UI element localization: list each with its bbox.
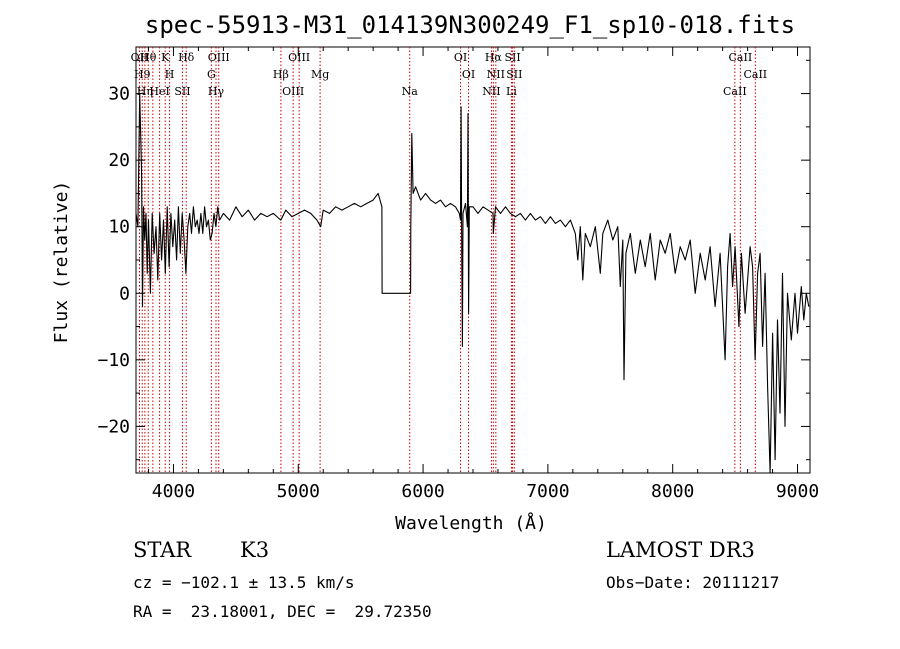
plot-frame: [135, 46, 811, 474]
line-marker-label: Hβ: [273, 68, 289, 81]
line-marker-label: SII: [174, 85, 190, 98]
line-marker-label: Hη: [137, 85, 153, 98]
chart-title: spec-55913-M31_014139N300249_F1_sp10-018…: [145, 11, 795, 39]
line-marker-label: H9: [134, 68, 151, 81]
line-marker-label: Hγ: [208, 85, 225, 98]
y-tick-label: −20: [97, 416, 130, 437]
x-tick-label: 5000: [277, 481, 320, 502]
obs-date: Obs−Date: 20111217: [606, 573, 780, 592]
line-marker-label: OIII: [282, 85, 304, 98]
x-tick-label: 6000: [401, 481, 444, 502]
line-marker-label: Hδ: [178, 51, 195, 64]
line-marker-label: SII: [506, 68, 522, 81]
y-tick-label: 10: [108, 217, 130, 238]
y-tick-label: 30: [108, 84, 130, 105]
line-marker-label: Mg: [311, 68, 329, 81]
line-marker-label: G: [207, 68, 216, 81]
line-marker-label: CaII: [723, 85, 747, 98]
line-marker-label: OI: [462, 68, 475, 81]
line-marker-label: OII: [131, 51, 149, 64]
line-marker-label: OIII: [288, 51, 310, 64]
line-marker-label: NII: [482, 85, 500, 98]
line-marker-label: OI: [454, 51, 467, 64]
y-tick-label: 20: [108, 150, 130, 171]
line-marker-label: H: [165, 68, 175, 81]
line-marker-label: CaII: [729, 51, 753, 64]
line-marker-label: OIII: [208, 51, 230, 64]
spectrum-series: [135, 93, 810, 474]
y-tick-label: 0: [119, 283, 130, 304]
line-marker-label: SII: [504, 51, 520, 64]
x-tick-label: 8000: [651, 481, 694, 502]
x-axis-label: Wavelength (Å): [395, 512, 547, 534]
line-marker-label: K: [161, 51, 170, 64]
line-marker-label: Na: [402, 85, 419, 98]
line-marker-label: NII: [487, 68, 505, 81]
line-marker-label: HeI: [149, 85, 169, 98]
line-marker-label: Hθ: [140, 51, 157, 64]
survey-label: LAMOST DR3: [606, 538, 755, 562]
x-tick-label: 7000: [526, 481, 569, 502]
line-marker-label: Li: [506, 85, 517, 98]
y-tick-label: −10: [97, 350, 130, 371]
y-axis-label: Flux (relative): [51, 181, 72, 344]
class-label: STAR: [133, 538, 192, 562]
x-tick-label: 4000: [152, 481, 195, 502]
x-tick-label: 9000: [776, 481, 819, 502]
line-marker-label: Hα: [485, 51, 503, 64]
subclass-label: K3: [240, 538, 270, 562]
redshift-info: cz = −102.1 ± 13.5 km/s: [133, 573, 355, 592]
ra-dec: RA = 23.18001, DEC = 29.72350: [133, 602, 432, 621]
line-marker-label: CaII: [743, 68, 767, 81]
